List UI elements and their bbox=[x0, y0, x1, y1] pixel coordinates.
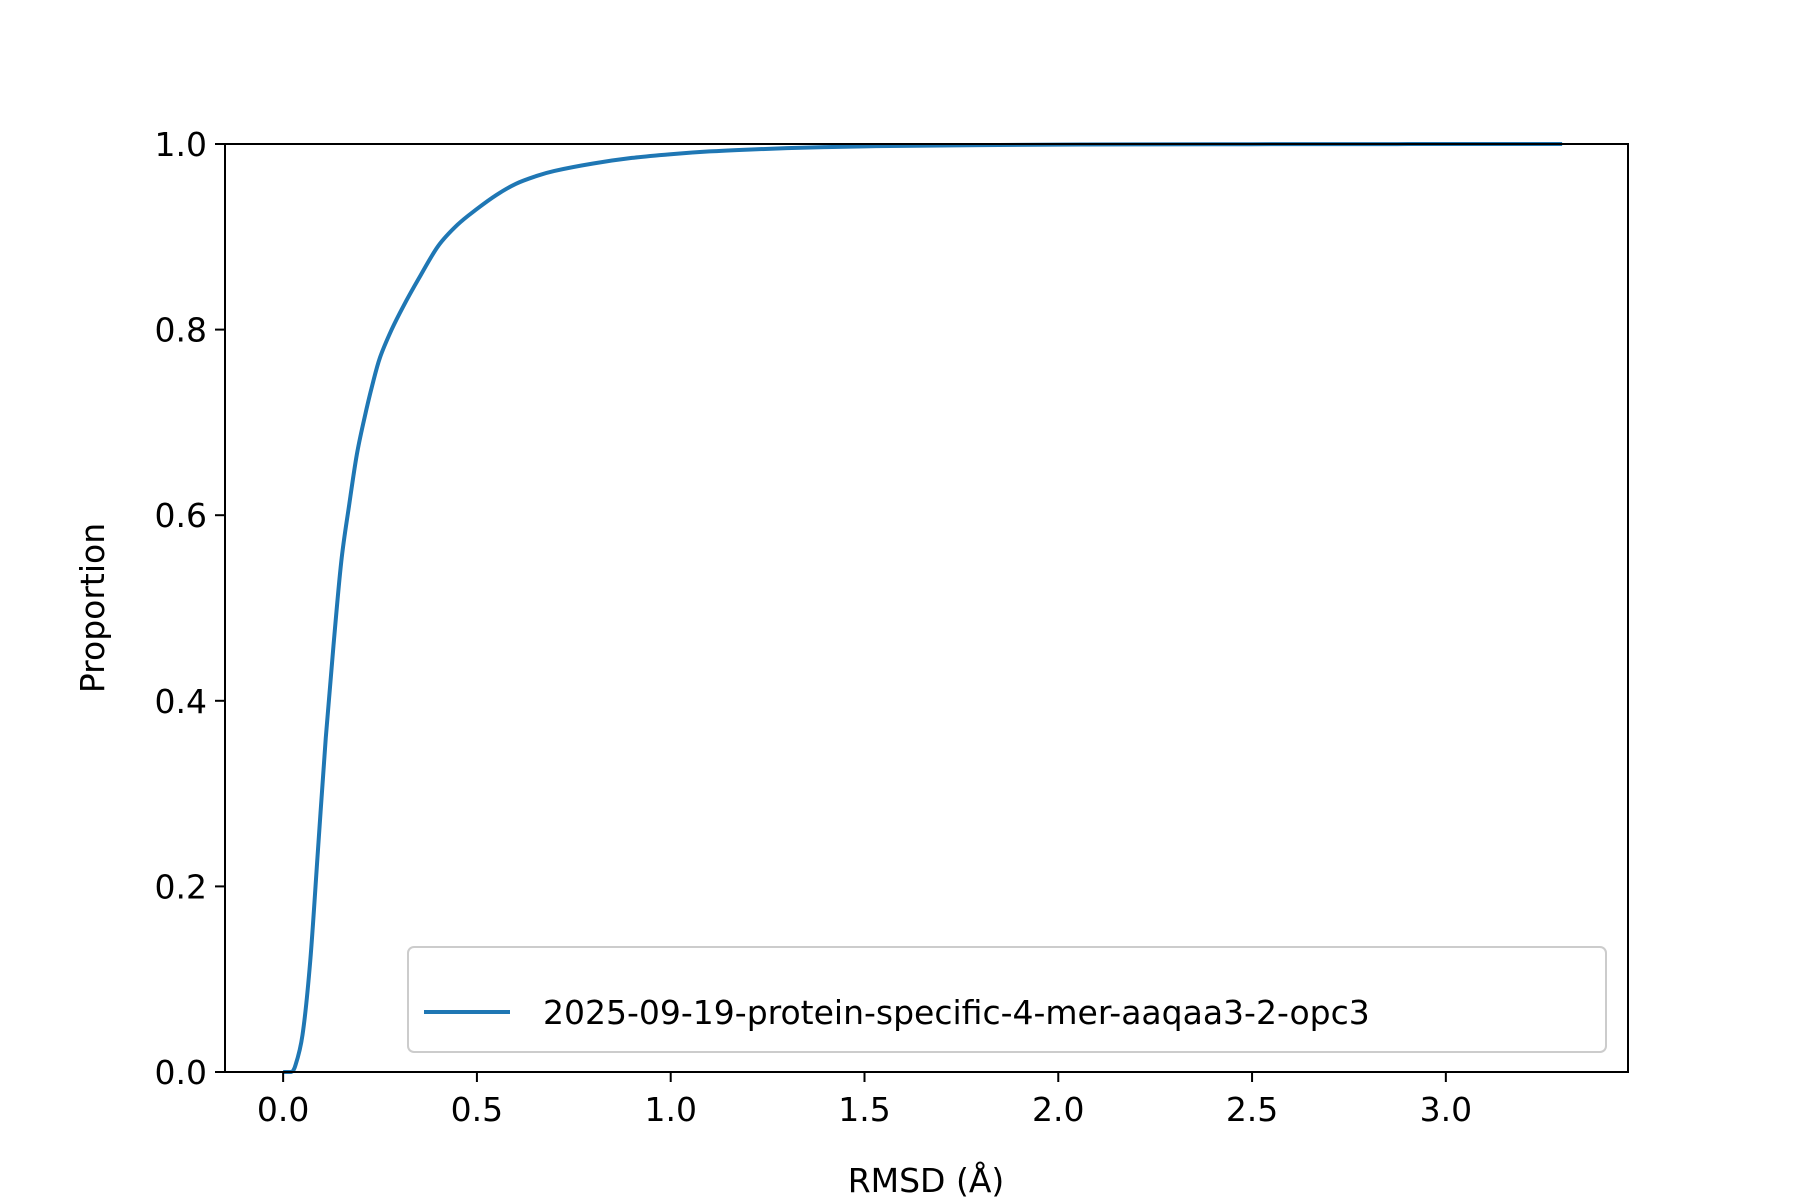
y-tick-label: 0.2 bbox=[155, 867, 207, 906]
legend-label: 2025-09-19-protein-specific-4-mer-aaqaa3… bbox=[543, 993, 1370, 1032]
x-tick-label: 1.5 bbox=[838, 1090, 890, 1129]
y-tick-label: 0.4 bbox=[155, 682, 207, 721]
y-tick-label: 1.0 bbox=[155, 125, 207, 164]
y-tick-label: 0.0 bbox=[155, 1053, 207, 1092]
plot-area bbox=[225, 144, 1628, 1072]
x-tick-label: 2.0 bbox=[1032, 1090, 1084, 1129]
legend: 2025-09-19-protein-specific-4-mer-aaqaa3… bbox=[407, 946, 1607, 1053]
x-tick-label: 0.5 bbox=[451, 1090, 503, 1129]
x-tick-label: 1.0 bbox=[644, 1090, 696, 1129]
y-axis-ticks: 0.0 0.2 0.4 0.6 0.8 1.0 bbox=[155, 125, 225, 1092]
x-tick-label: 3.0 bbox=[1420, 1090, 1472, 1129]
legend-box bbox=[407, 946, 1607, 1053]
x-axis-label: RMSD (Å) bbox=[848, 1160, 1005, 1200]
y-axis-label: Proportion bbox=[73, 523, 112, 693]
plot-frame bbox=[224, 143, 1629, 1073]
x-tick-label: 2.5 bbox=[1226, 1090, 1278, 1129]
y-tick-label: 0.8 bbox=[155, 311, 207, 350]
y-tick-label: 0.6 bbox=[155, 496, 207, 535]
x-axis-ticks: 0.0 0.5 1.0 1.5 2.0 2.5 3.0 bbox=[257, 1072, 1472, 1129]
x-tick-label: 0.0 bbox=[257, 1090, 309, 1129]
